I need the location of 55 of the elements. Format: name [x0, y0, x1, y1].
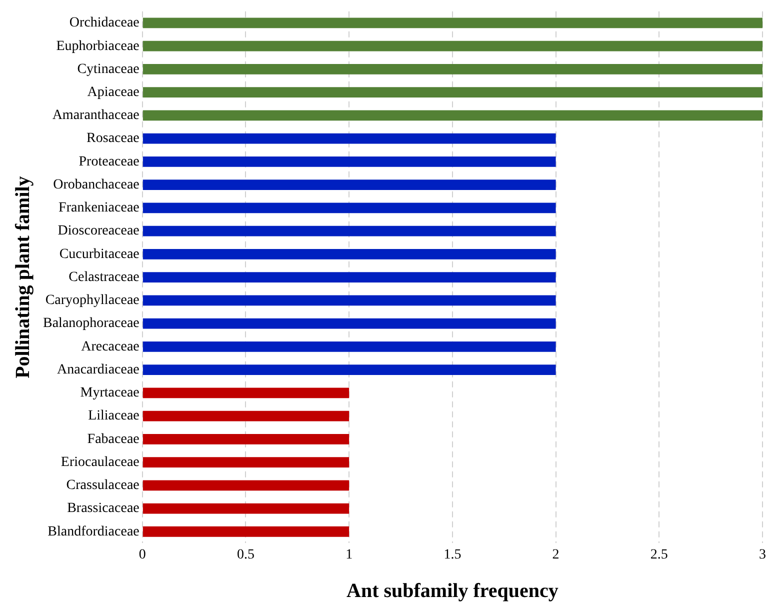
x-tick-label: 0: [138, 547, 146, 562]
bar: [142, 133, 556, 144]
bar: [142, 457, 350, 468]
y-tick-label: Apiaceae: [87, 85, 140, 100]
x-tick-label: 1.5: [444, 547, 462, 562]
y-tick-label: Arecaceae: [81, 339, 140, 354]
y-tick-label: Balanophoraceae: [42, 316, 140, 332]
bar: [142, 503, 350, 514]
y-tick-label: Rosaceae: [86, 131, 140, 146]
bar: [142, 295, 556, 306]
y-tick-label: Fabaceae: [87, 432, 140, 447]
x-tick-label: 0.5: [236, 547, 254, 562]
x-axis-title: Ant subfamily frequency: [346, 580, 558, 602]
x-tick-label: 1: [346, 547, 353, 562]
y-tick-label: Proteaceae: [78, 154, 140, 170]
x-tick-label: 2: [552, 547, 560, 562]
bar: [142, 526, 350, 537]
y-axis-title: Pollinating plant family: [12, 176, 34, 378]
y-tick-label: Myrtaceae: [80, 386, 140, 401]
y-tick-label: Liliaceae: [88, 408, 140, 424]
y-tick-label: Orchidaceae: [69, 16, 140, 31]
bar: [142, 480, 350, 491]
bar: [142, 410, 350, 422]
bar: [142, 272, 556, 283]
y-tick-label: Frankeniaceae: [58, 200, 140, 216]
y-tick-label: Dioscoreaceae: [58, 224, 140, 239]
bar: [142, 364, 556, 375]
bar: [142, 64, 762, 74]
x-tick-label: 2.5: [650, 547, 668, 562]
bar: [142, 156, 556, 167]
y-tick-label: Brassicaceae: [67, 501, 140, 516]
y-tick-label: Caryophyllaceae: [45, 293, 140, 308]
bar: [142, 341, 556, 352]
bar: [142, 87, 762, 98]
y-tick-label: Crassulaceae: [66, 478, 140, 494]
bar: [142, 180, 556, 190]
bar: [142, 434, 350, 444]
y-tick-label: Euphorbiaceae: [56, 38, 140, 54]
bar: [142, 202, 556, 214]
y-tick-label: Cytinaceae: [77, 62, 140, 77]
y-tick-label: Blandfordiaceae: [48, 524, 140, 540]
bar: [142, 248, 556, 260]
y-tick-label: Celastraceae: [68, 270, 140, 285]
y-tick-label: Orobanchaceae: [53, 177, 140, 192]
bar: [142, 40, 762, 52]
y-tick-label: Cucurbitaceae: [59, 246, 140, 262]
y-tick-label: Amaranthaceae: [52, 108, 140, 124]
bar: [142, 18, 762, 28]
y-tick-label: Anacardiaceae: [57, 362, 140, 378]
bar: [142, 110, 762, 121]
bar: [142, 226, 556, 236]
bar: [142, 388, 350, 398]
x-tick-label: 3: [759, 547, 766, 562]
bar: [142, 318, 556, 329]
y-tick-label: Eriocaulaceae: [60, 454, 140, 470]
